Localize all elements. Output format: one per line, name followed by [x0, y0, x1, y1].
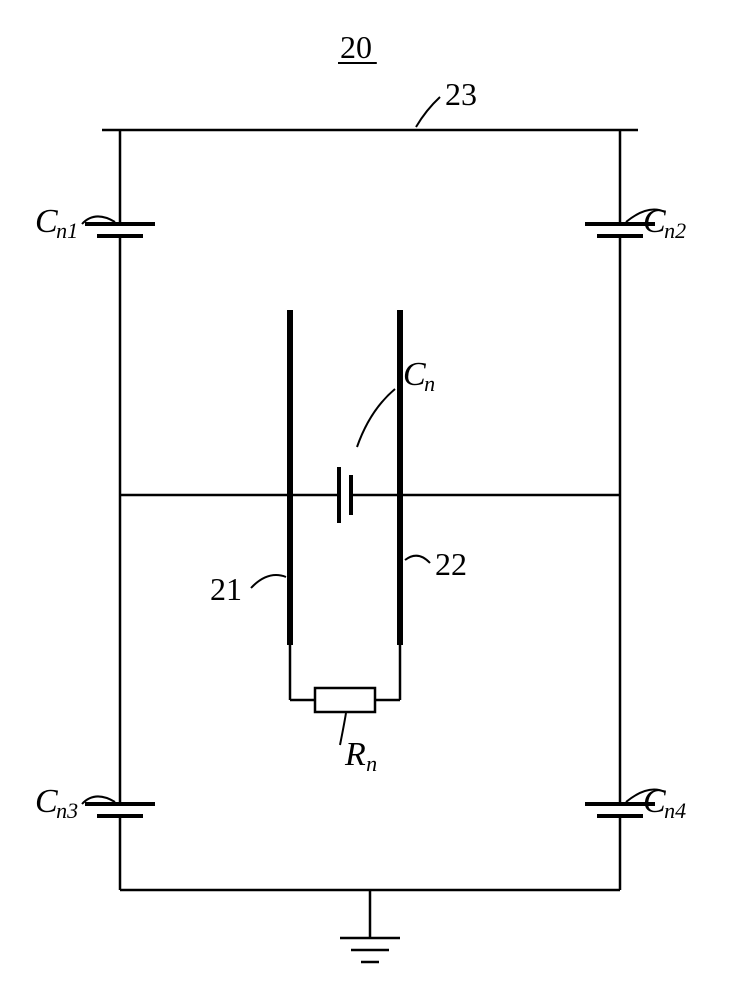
- svg-text:n: n: [366, 751, 377, 776]
- label-rn: Rn: [344, 736, 377, 776]
- leader-22: [405, 556, 430, 563]
- svg-text:n4: n4: [664, 798, 686, 823]
- svg-text:C: C: [35, 203, 58, 240]
- refnum-23: 23: [445, 76, 477, 112]
- svg-text:C: C: [403, 356, 426, 393]
- label-cn: Cn: [403, 356, 435, 396]
- refnum-21: 21: [210, 571, 242, 607]
- resistor-rn: [315, 688, 375, 712]
- label-cn1: Cn1: [35, 203, 78, 243]
- svg-text:n1: n1: [56, 218, 78, 243]
- leader-cn: [357, 389, 395, 447]
- capacitor-cn3: [85, 804, 155, 816]
- svg-text:n: n: [424, 371, 435, 396]
- refnum-20: 20: [340, 29, 372, 65]
- capacitor-cn: [339, 467, 351, 523]
- leader-23: [416, 97, 440, 127]
- leader-21: [251, 575, 286, 588]
- svg-text:n2: n2: [664, 218, 686, 243]
- capacitor-cn1: [85, 224, 155, 236]
- svg-text:R: R: [344, 736, 366, 773]
- circuit-schematic: 20 23 Cn1 Cn2 Cn3 Cn4 Cn Rn: [0, 0, 730, 1000]
- label-cn3: Cn3: [35, 783, 78, 823]
- refnum-22: 22: [435, 546, 467, 582]
- svg-text:C: C: [35, 783, 58, 820]
- svg-text:n3: n3: [56, 798, 78, 823]
